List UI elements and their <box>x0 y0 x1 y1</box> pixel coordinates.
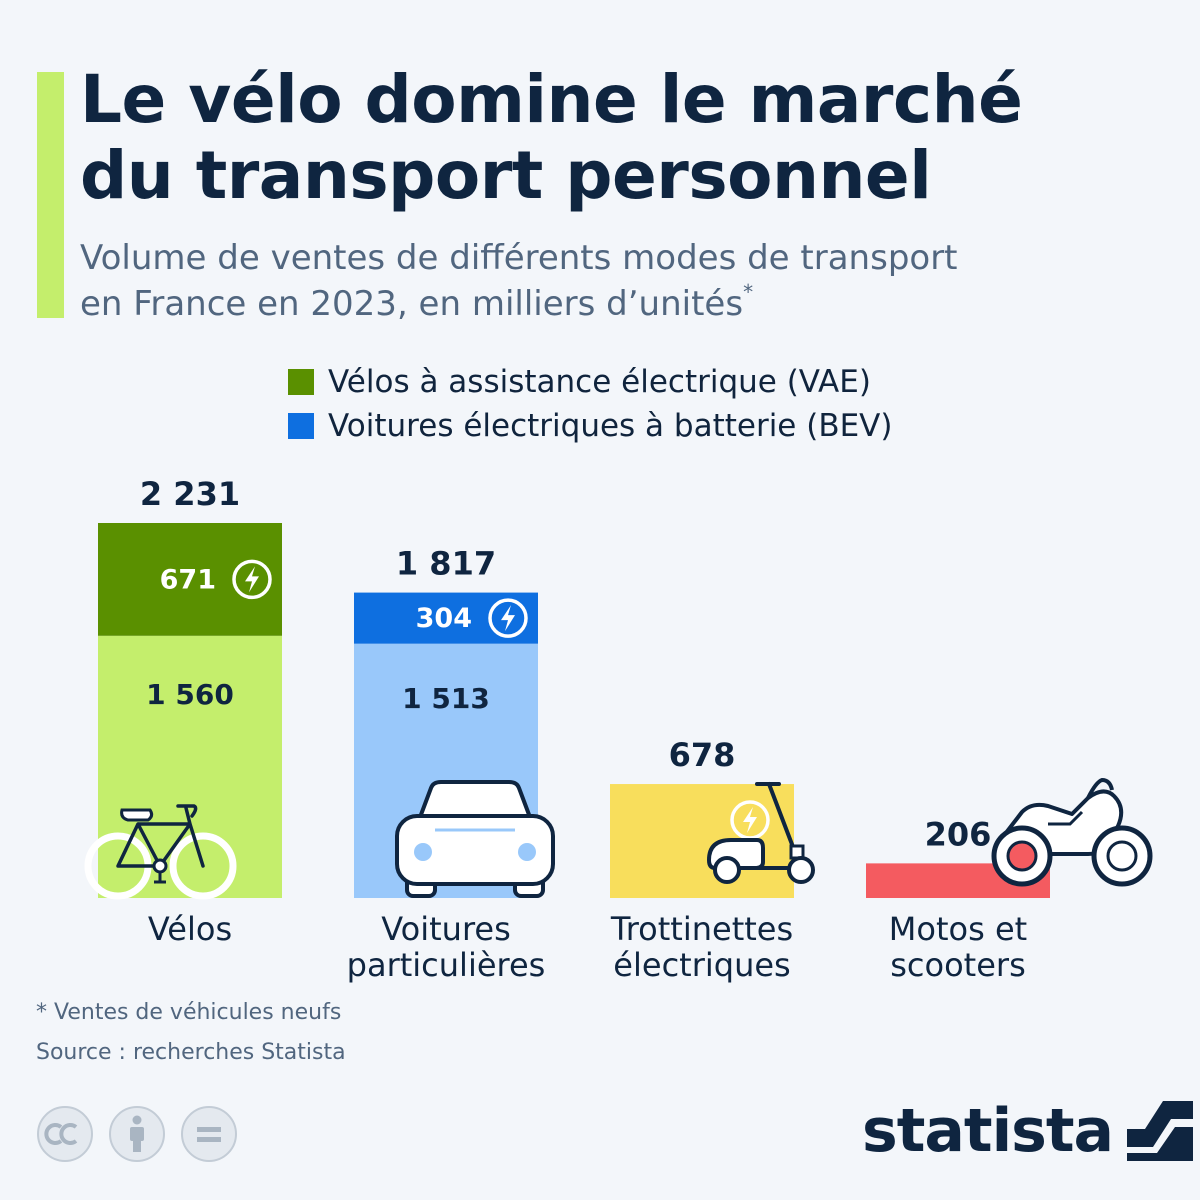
total-label-1: 1 817 <box>396 545 496 583</box>
legend-swatch-vae <box>288 369 314 395</box>
category-label-3-1: scooters <box>890 946 1025 984</box>
segment-label-0-1: 671 <box>160 564 216 595</box>
statista-brand[interactable]: statista <box>862 1096 1194 1166</box>
electric-icon-1-1 <box>488 598 528 638</box>
cc-icon[interactable] <box>36 1105 94 1163</box>
category-label-1-0: Voitures <box>381 910 511 948</box>
bar-segment-0-0 <box>98 635 282 898</box>
segment-label-1-0: 1 513 <box>402 682 490 715</box>
category-label-2-1: électriques <box>613 946 790 984</box>
source-note: Source : recherches Statista <box>36 1040 346 1065</box>
brand-name: statista <box>862 1096 1114 1166</box>
legend-item-vae: Vélos à assistance électrique (VAE) <box>288 360 892 404</box>
motorcycle-icon <box>991 777 1153 887</box>
category-label-1-1: particulières <box>347 946 546 984</box>
subtitle-line-2: en France en 2023, en milliers d’unités <box>80 284 744 324</box>
statista-logo-icon <box>1127 1101 1194 1161</box>
no-derivatives-icon[interactable] <box>180 1105 238 1163</box>
total-label-2: 678 <box>669 736 736 774</box>
category-label-2-0: Trottinettes <box>610 910 793 948</box>
segment-label-1-1: 304 <box>416 603 472 634</box>
subtitle-line-1: Volume de ventes de différents modes de … <box>80 238 958 278</box>
subtitle-footnote-mark: * <box>743 280 754 304</box>
legend: Vélos à assistance électrique (VAE) Voit… <box>288 360 892 448</box>
license-icons <box>36 1105 238 1163</box>
attribution-icon[interactable] <box>108 1105 166 1163</box>
bicycle-icon <box>84 804 237 900</box>
legend-label-vae: Vélos à assistance électrique (VAE) <box>328 364 871 400</box>
title-accent-bar <box>37 72 64 318</box>
page-title: Le vélo domine le marché du transport pe… <box>80 62 1160 214</box>
segment-label-0-0: 1 560 <box>146 678 234 711</box>
title-line-1: Le vélo domine le marché <box>80 61 1023 138</box>
car-icon <box>395 780 555 898</box>
total-label-0: 2 231 <box>140 475 240 513</box>
scooter-icon <box>706 782 815 884</box>
total-label-3: 206 <box>925 815 992 853</box>
subtitle: Volume de ventes de différents modes de … <box>80 235 1160 327</box>
footnote: * Ventes de véhicules neufs <box>36 1000 342 1025</box>
legend-label-bev: Voitures électriques à batterie (BEV) <box>328 408 893 444</box>
category-label-0-0: Vélos <box>148 910 232 948</box>
title-line-2: du transport personnel <box>80 137 932 214</box>
electric-icon-0-1 <box>232 559 272 600</box>
bar-segment-2-0 <box>610 784 794 898</box>
category-label-3-0: Motos et <box>889 910 1027 948</box>
legend-swatch-bev <box>288 413 314 439</box>
bar-chart: 1 560 671 2 231 Vélos 1 513 304 1 817 Voituresp… <box>84 475 1153 984</box>
legend-item-bev: Voitures électriques à batterie (BEV) <box>288 404 892 448</box>
